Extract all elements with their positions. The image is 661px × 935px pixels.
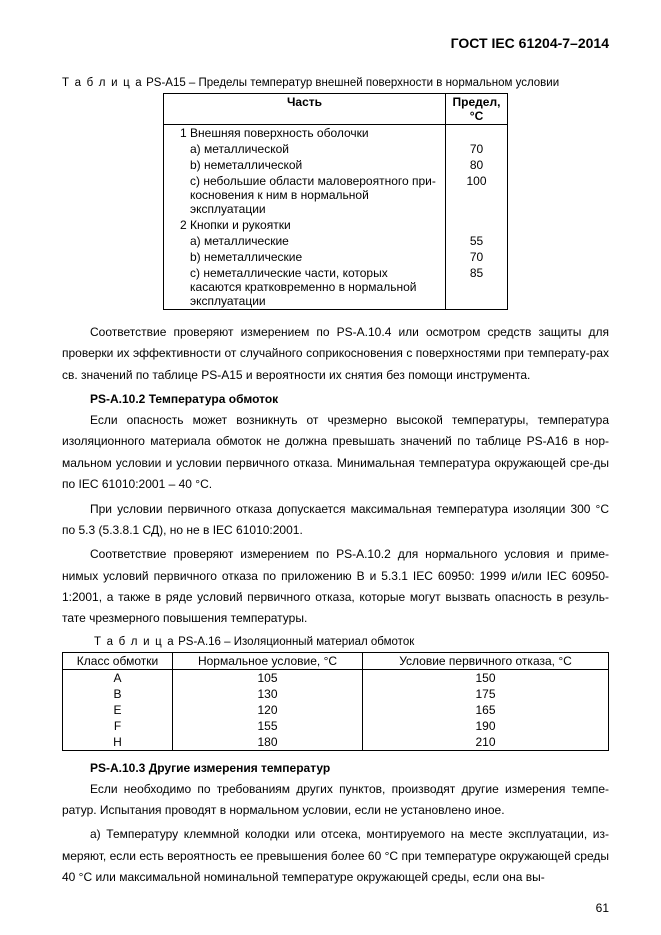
table-cell-limit: 70 (446, 249, 508, 265)
table-cell-class: B (63, 686, 173, 702)
paragraph-compliance-1: Соответствие проверяют измерением по PS-… (62, 322, 609, 386)
table-a16-caption-text: PS-A.16 – Изоляционный материал обмоток (175, 636, 414, 648)
table-cell-fault: 165 (363, 702, 609, 718)
table-row: 1 Внешняя поверхность оболочки (164, 125, 508, 142)
table-cell-limit (446, 125, 508, 142)
table-cell-limit: 70 (446, 141, 508, 157)
table-cell-normal: 120 (173, 702, 363, 718)
table-cell-normal: 105 (173, 669, 363, 686)
table-cell-class: E (63, 702, 173, 718)
page-number: 61 (596, 901, 609, 915)
document-page: ГОСТ IEC 61204-7–2014 Т а б л и ц а PS-A… (0, 0, 661, 935)
table-row: c) неметаллические части, которых касают… (164, 265, 508, 310)
table-row: F155190 (63, 718, 609, 734)
table-a15-caption-prefix: Т а б л и ц а (62, 77, 143, 89)
table-cell-limit (446, 217, 508, 233)
table-cell-class: F (63, 718, 173, 734)
paragraph-winding-1: Если опасность может возникнуть от чрезм… (62, 410, 609, 495)
table-row: a) металлической70 (164, 141, 508, 157)
table-cell-class: A (63, 669, 173, 686)
table-a15: Часть Предел, °C 1 Внешняя поверхность о… (163, 93, 508, 310)
table-a15-header-limit: Предел, °C (446, 94, 508, 125)
paragraph-other-2: a) Температуру клеммной колодки или отсе… (62, 824, 609, 888)
paragraph-winding-2: При условии первичного отказа допускаетс… (62, 499, 609, 542)
table-cell-fault: 175 (363, 686, 609, 702)
table-a15-caption-text: PS-A15 – Пределы температур внешней пове… (143, 77, 559, 89)
table-cell-part: a) металлической (164, 141, 446, 157)
table-row: B130175 (63, 686, 609, 702)
table-a15-limit-label-2: °C (470, 109, 483, 123)
paragraph-other-1: Если необходимо по требованиям других пу… (62, 779, 609, 822)
table-cell-normal: 180 (173, 734, 363, 751)
table-row: H180210 (63, 734, 609, 751)
table-cell-part: b) неметаллической (164, 157, 446, 173)
table-cell-normal: 155 (173, 718, 363, 734)
table-cell-limit: 80 (446, 157, 508, 173)
table-row: 2 Кнопки и рукоятки (164, 217, 508, 233)
table-a15-caption: Т а б л и ц а PS-A15 – Пределы температу… (62, 77, 609, 89)
table-row: c) небольшие области маловероятного при-… (164, 173, 508, 217)
table-a15-header-part: Часть (164, 94, 446, 125)
section-title-a10-2: PS-A.10.2 Температура обмоток (62, 392, 609, 406)
table-cell-part: c) небольшие области маловероятного при-… (164, 173, 446, 217)
table-cell-fault: 150 (363, 669, 609, 686)
table-cell-part: 2 Кнопки и рукоятки (164, 217, 446, 233)
table-cell-fault: 210 (363, 734, 609, 751)
table-a15-limit-label-1: Предел, (453, 95, 501, 109)
table-a16: Класс обмотки Нормальное условие, °C Усл… (62, 652, 609, 751)
table-cell-normal: 130 (173, 686, 363, 702)
document-code-header: ГОСТ IEC 61204-7–2014 (62, 35, 609, 51)
paragraph-winding-3: Соответствие проверяют измерением по PS-… (62, 544, 609, 629)
table-row: b) неметаллической80 (164, 157, 508, 173)
section-title-a10-3: PS-A.10.3 Другие измерения температур (62, 761, 609, 775)
table-cell-limit: 100 (446, 173, 508, 217)
table-cell-fault: 190 (363, 718, 609, 734)
table-cell-part: b) неметаллические (164, 249, 446, 265)
table-a16-header-normal: Нормальное условие, °C (173, 652, 363, 669)
table-cell-limit: 55 (446, 233, 508, 249)
table-row: b) неметаллические70 (164, 249, 508, 265)
table-row: E120165 (63, 702, 609, 718)
table-a16-caption-prefix: Т а б л и ц а (94, 636, 175, 648)
table-a16-header-class: Класс обмотки (63, 652, 173, 669)
table-a16-caption: Т а б л и ц а PS-A.16 – Изоляционный мат… (94, 636, 609, 648)
table-cell-class: H (63, 734, 173, 751)
table-cell-limit: 85 (446, 265, 508, 310)
table-row: A105150 (63, 669, 609, 686)
table-cell-part: 1 Внешняя поверхность оболочки (164, 125, 446, 142)
table-cell-part: c) неметаллические части, которых касают… (164, 265, 446, 310)
table-cell-part: a) металлические (164, 233, 446, 249)
table-a16-header-fault: Условие первичного отказа, °C (363, 652, 609, 669)
table-row: a) металлические55 (164, 233, 508, 249)
